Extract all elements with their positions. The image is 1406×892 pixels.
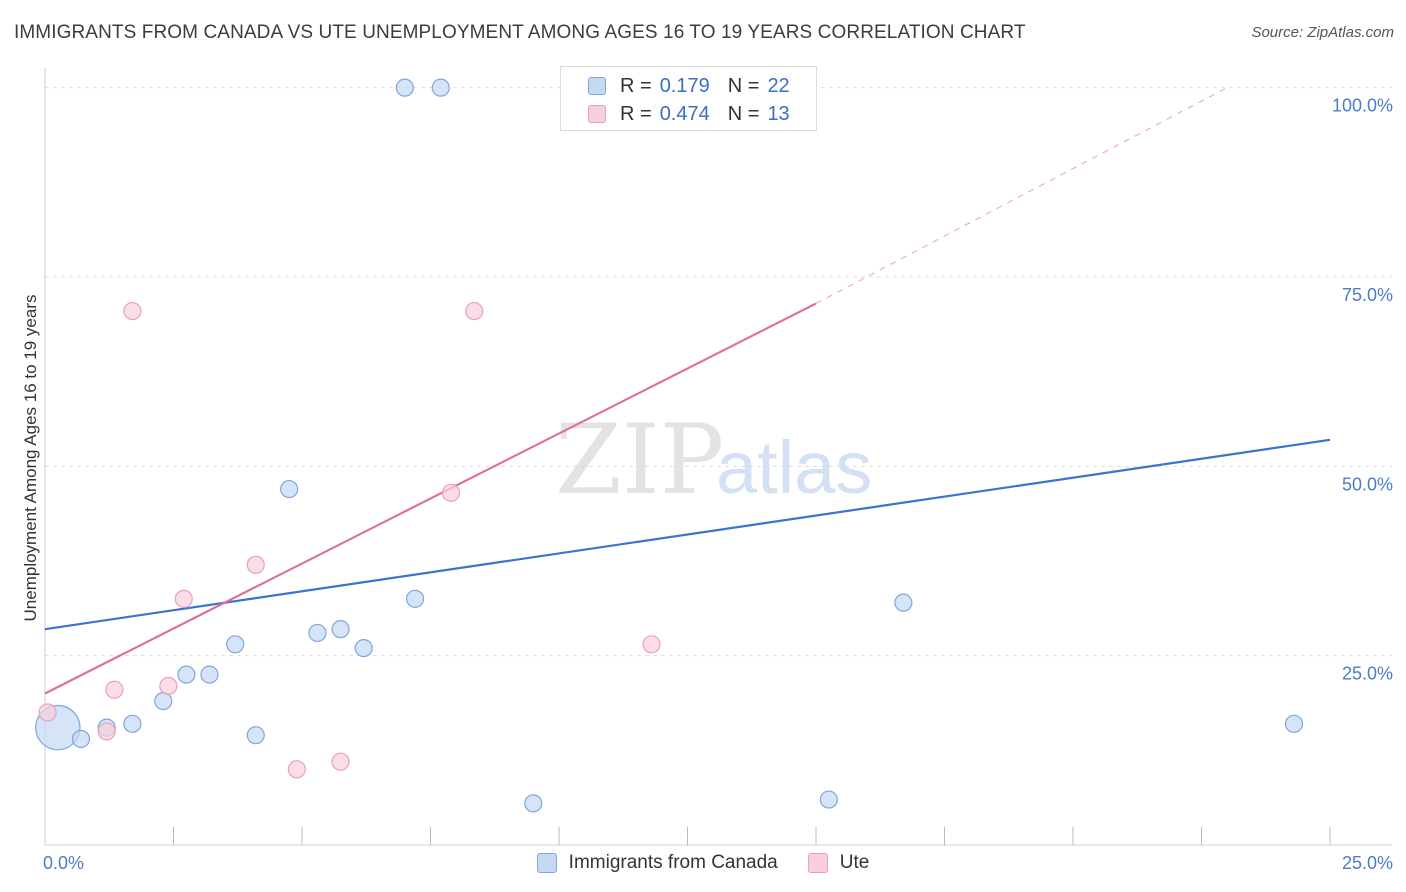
gridlines	[45, 87, 1392, 657]
chart-title: IMMIGRANTS FROM CANADA VS UTE UNEMPLOYME…	[14, 22, 1026, 43]
legend-r-value: 0.179	[659, 74, 710, 97]
legend-n-label: N =	[727, 102, 760, 125]
x-tick-label: 25.0%	[1342, 853, 1393, 873]
point-canada	[331, 620, 350, 639]
legend-swatch-ute	[807, 853, 828, 873]
legend-n-value: 22	[767, 74, 790, 97]
point-canada	[123, 714, 142, 733]
legend-r-label: R =	[620, 74, 652, 97]
point-canada	[308, 623, 327, 643]
y-tick-label: 100.0%	[1332, 96, 1393, 116]
point-canada	[894, 593, 913, 612]
legend-n-label: N =	[727, 74, 760, 97]
point-ute	[642, 635, 661, 654]
legend-item-canada[interactable]: Immigrants from Canada	[536, 852, 778, 874]
point-ute	[174, 589, 193, 608]
legend-r-label: R =	[620, 102, 652, 125]
point-ute	[246, 555, 265, 574]
trend-line-ute	[44, 302, 817, 695]
legend-swatch-canada	[588, 77, 606, 95]
legend-label-ute: Ute	[839, 852, 870, 873]
point-canada	[246, 726, 265, 745]
point-ute	[123, 301, 142, 321]
legend-row-ute: R = 0.474 N = 13	[561, 99, 808, 129]
legend-item-ute[interactable]: Ute	[807, 852, 870, 874]
point-ute	[441, 483, 461, 502]
point-canada	[405, 589, 425, 608]
x-tick-labels: 0.0% 25.0%	[43, 853, 1393, 873]
correlation-legend: R = 0.179 N = 22 R = 0.474 N = 13	[560, 66, 817, 131]
legend-row-canada: R = 0.179 N = 22	[561, 71, 808, 101]
series-legend: Immigrants from Canada Ute	[0, 852, 1406, 874]
legend-label-canada: Immigrants from Canada	[568, 852, 778, 873]
point-canada	[819, 790, 838, 809]
y-tick-label: 75.0%	[1342, 285, 1393, 305]
point-ute	[97, 722, 116, 741]
y-tick-label: 50.0%	[1342, 474, 1393, 494]
point-canada	[524, 794, 543, 813]
data-points	[35, 78, 1304, 813]
y-tick-label: 25.0%	[1342, 664, 1393, 684]
point-canada	[71, 729, 91, 749]
point-ute	[159, 676, 178, 696]
point-ute	[331, 752, 350, 771]
y-axis-label: Unemployment Among Ages 16 to 19 years	[21, 295, 40, 622]
point-canada	[200, 665, 219, 684]
y-tick-labels: 100.0% 75.0% 50.0% 25.0%	[1332, 96, 1393, 684]
watermark-zip: ZIP	[555, 404, 724, 516]
watermark: ZIP atlas	[555, 404, 872, 516]
trend-line-canada	[44, 438, 1331, 631]
point-ute	[465, 301, 484, 321]
source-credit: Source: ZipAtlas.com	[1251, 24, 1394, 41]
point-ute	[38, 703, 57, 722]
legend-swatch-canada	[536, 853, 557, 873]
point-canada	[280, 479, 299, 499]
legend-r-value: 0.474	[659, 102, 710, 125]
trend-lines	[44, 87, 1331, 695]
point-ute	[105, 680, 124, 699]
point-ute	[287, 760, 306, 779]
legend-swatch-ute	[588, 105, 606, 123]
point-canada	[354, 638, 373, 658]
watermark-atlas: atlas	[716, 426, 872, 509]
point-canada	[226, 635, 245, 654]
point-canada	[177, 665, 196, 684]
legend-n-value: 13	[767, 102, 790, 125]
point-canada	[1284, 714, 1304, 733]
x-tick-label: 0.0%	[43, 853, 84, 873]
point-canada	[431, 78, 450, 97]
point-canada	[395, 78, 414, 97]
point-canada	[154, 692, 173, 711]
trend-line-ute-extension	[815, 87, 1228, 304]
